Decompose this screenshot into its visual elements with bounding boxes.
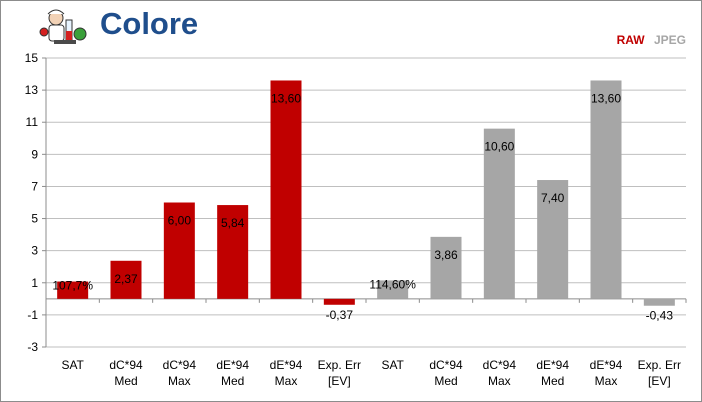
data-label: 3,86 <box>434 248 458 262</box>
data-label: 10,60 <box>484 140 514 154</box>
bar <box>537 180 569 299</box>
bar <box>643 298 675 306</box>
x-category-label: dC*94 <box>483 358 517 372</box>
x-category-label: Exp. Err <box>318 358 361 372</box>
bar <box>430 236 462 299</box>
bar <box>57 281 89 299</box>
x-category-label: Med <box>221 374 244 388</box>
x-category-label: dE*94 <box>216 358 249 372</box>
bar <box>483 128 515 299</box>
legend-raw: RAW <box>616 33 645 47</box>
bar <box>217 205 249 299</box>
bar <box>110 260 142 299</box>
y-tick-label: 9 <box>31 147 38 161</box>
x-category-label: SAT <box>381 358 404 372</box>
scientist-mascot-icon <box>39 9 87 44</box>
y-tick-label: 11 <box>26 115 39 129</box>
legend: RAW JPEG <box>611 33 686 47</box>
x-category-label: [EV] <box>648 374 671 388</box>
bar <box>323 298 355 305</box>
data-label: 107,7% <box>52 279 93 293</box>
y-tick-label: 13 <box>25 83 39 97</box>
data-label: 5,84 <box>221 216 245 230</box>
data-label: 114,60% <box>369 277 416 291</box>
chart-title: Colore <box>100 6 199 41</box>
data-label: 13,60 <box>271 91 301 105</box>
x-category-label: Max <box>595 374 618 388</box>
bar <box>270 80 302 299</box>
x-category-label: Exp. Err <box>638 358 681 372</box>
y-tick-label: 1 <box>31 276 38 290</box>
x-category-label: dE*94 <box>536 358 569 372</box>
x-category-label: Max <box>275 374 298 388</box>
y-tick-label: 3 <box>31 244 38 258</box>
x-category-label: [EV] <box>328 374 351 388</box>
x-category-label: Med <box>541 374 564 388</box>
x-category-label: SAT <box>61 358 84 372</box>
y-tick-label: -3 <box>27 340 38 354</box>
data-label: 13,60 <box>591 91 621 105</box>
legend-jpeg: JPEG <box>653 33 686 47</box>
y-tick-label: 15 <box>25 51 39 65</box>
bar <box>590 80 622 299</box>
x-category-label: dC*94 <box>163 358 197 372</box>
bar <box>163 202 195 299</box>
bar <box>377 280 409 299</box>
x-category-label: Med <box>114 374 137 388</box>
data-label: 2,37 <box>114 272 138 286</box>
y-tick-label: -1 <box>27 308 38 322</box>
data-label: 7,40 <box>541 191 565 205</box>
y-tick-label: 7 <box>31 179 38 193</box>
x-category-label: dE*94 <box>590 358 623 372</box>
y-tick-label: 5 <box>31 212 38 226</box>
data-label: 6,00 <box>168 214 192 228</box>
x-category-label: Max <box>168 374 191 388</box>
x-category-label: dC*94 <box>429 358 463 372</box>
x-category-label: Max <box>488 374 511 388</box>
x-category-label: dC*94 <box>109 358 143 372</box>
data-label: -0,37 <box>326 308 354 322</box>
x-category-label: Med <box>434 374 457 388</box>
data-label: -0,43 <box>646 309 674 323</box>
x-category-label: dE*94 <box>270 358 303 372</box>
